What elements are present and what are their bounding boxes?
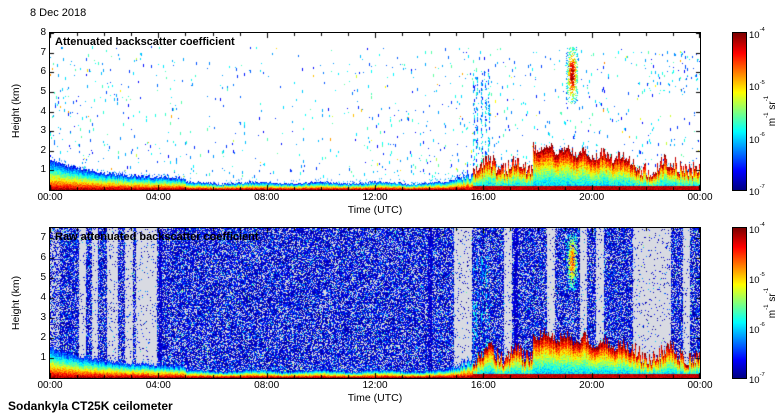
bottom-panel-title: Raw attenuated backscatter coefficient	[55, 231, 259, 243]
x-tick-label: 20:00	[579, 380, 605, 391]
colorbar-tick-label: 10-6	[749, 322, 765, 337]
x-tick-label: 04:00	[145, 380, 171, 391]
top-x-axis-label: Time (UTC)	[347, 204, 403, 216]
x-tick-label: 04:00	[145, 192, 171, 203]
bottom-y-axis-label: Height (km)	[10, 275, 22, 331]
y-tick-label: 4	[40, 105, 46, 117]
instrument-caption: Sodankyla CT25K ceilometer	[8, 399, 173, 413]
top-panel-title: Attenuated backscatter coefficient	[55, 36, 235, 48]
x-tick-label: 00:00	[37, 380, 63, 391]
top-y-axis-label: Height (km)	[10, 83, 22, 139]
y-tick-label: 6	[40, 66, 46, 78]
y-tick-label: 8	[40, 27, 46, 38]
x-tick-label: 20:00	[579, 192, 605, 203]
x-tick-label: 00:00	[687, 380, 713, 391]
y-tick-label: 2	[40, 144, 46, 156]
raw-backscatter-heatmap	[49, 227, 701, 379]
x-tick-label: 00:00	[687, 192, 713, 203]
x-tick-label: 00:00	[37, 192, 63, 203]
x-tick-label: 16:00	[470, 192, 496, 203]
processed-backscatter-heatmap	[49, 32, 701, 191]
colorbar-tick-label: 10-4	[749, 27, 765, 42]
date-label: 8 Dec 2018	[30, 7, 87, 19]
top-colorbar	[732, 32, 747, 191]
y-tick-label: 2	[40, 332, 46, 343]
x-tick-label: 12:00	[362, 380, 388, 391]
bottom-colorbar	[732, 227, 747, 379]
x-tick-label: 16:00	[470, 380, 496, 391]
colorbar-tick-label: 10-5	[749, 272, 765, 287]
y-tick-label: 7	[40, 232, 46, 243]
y-tick-label: 4	[40, 292, 46, 303]
colorbar-tick-label: 10-7	[749, 372, 765, 387]
colorbar-tick-label: 10-7	[749, 184, 765, 199]
colorbar-tick-label: 10-5	[749, 79, 765, 94]
y-tick-label: 5	[40, 272, 46, 283]
y-tick-label: 6	[40, 252, 46, 263]
y-tick-label: 1	[40, 352, 46, 363]
y-tick-label: 3	[40, 125, 46, 137]
y-tick-label: 5	[40, 85, 46, 97]
colorbar-tick-label: 10-6	[749, 132, 765, 146]
y-tick-label: 7	[40, 46, 46, 58]
x-tick-label: 08:00	[254, 380, 280, 391]
colorbar-tick-label: 10-4	[749, 222, 765, 237]
y-tick-label: 1	[40, 164, 46, 176]
x-tick-label: 08:00	[254, 192, 280, 203]
top-colorbar-unit-label: m-1 sr-1	[763, 95, 779, 127]
bottom-x-axis-label: Time (UTC)	[347, 392, 403, 404]
x-tick-label: 12:00	[362, 192, 388, 203]
y-tick-label: 3	[40, 312, 46, 323]
bottom-colorbar-unit-label: m-1 sr-1	[763, 287, 779, 319]
